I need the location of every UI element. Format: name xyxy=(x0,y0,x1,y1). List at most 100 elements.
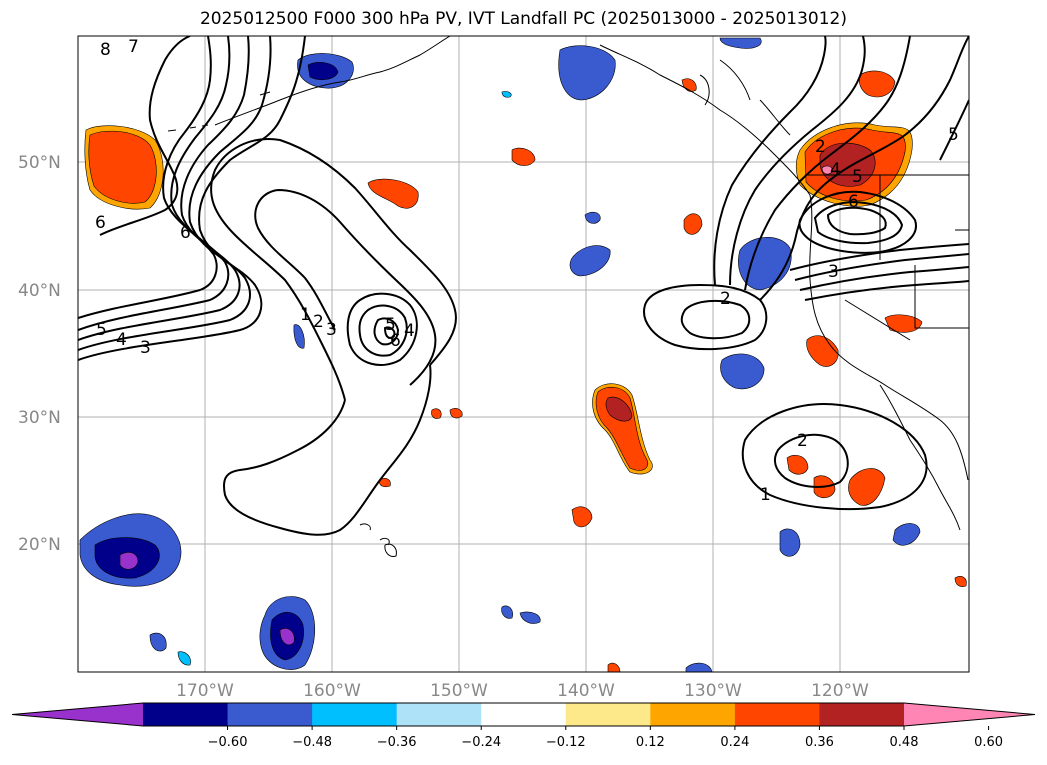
contour-south-east-inner xyxy=(773,433,849,488)
lat-label-30: 30°N xyxy=(18,408,61,428)
colorbar-tick-label: 0.60 xyxy=(974,735,1003,750)
contour-label-6a: 6 xyxy=(95,213,106,233)
neg-blob-small-8 xyxy=(501,91,512,98)
neg-blob-alaska xyxy=(558,45,616,101)
pos-blob-ns5 xyxy=(806,335,839,367)
contour-east-2-loop xyxy=(643,283,768,351)
plot-title: 2025012500 F000 300 hPa PV, IVT Landfall… xyxy=(199,9,847,29)
contour-north-ridge-4 xyxy=(78,36,231,331)
neg-blob-small-3 xyxy=(501,605,513,619)
coast-gulf-alaska xyxy=(599,44,811,196)
neg-blob-sub xyxy=(720,353,765,390)
lat-label-20: 20°N xyxy=(18,535,61,555)
contour-label-3: 3 xyxy=(140,338,151,358)
pos-blob-ns4 xyxy=(858,70,896,98)
pos-blob-ns2 xyxy=(511,147,536,166)
neg-blob-south xyxy=(779,528,801,557)
neg-blob-mid xyxy=(569,245,611,277)
colorbar-outline xyxy=(11,702,1036,727)
colorbar-swatch xyxy=(734,703,820,726)
contour-trough-core-4 xyxy=(383,326,396,339)
contour-label-6c: 6 xyxy=(390,331,401,351)
contour-north-ridge-outer xyxy=(78,36,306,361)
colorbar-tick-label: 0.48 xyxy=(890,735,919,750)
coast-baja xyxy=(879,384,961,531)
contour-north-ridge-5 xyxy=(78,36,218,319)
contour-label-5c: 5 xyxy=(852,167,863,187)
neg-blob-aleutian-core xyxy=(307,62,339,81)
contour-label-2a: 2 xyxy=(313,312,324,332)
pos-blob-ns7 xyxy=(786,455,809,475)
lon-label-160w: 160°W xyxy=(303,681,361,701)
contour-label-2d: 2 xyxy=(815,137,826,157)
state-border-3 xyxy=(844,299,911,341)
contour-trough-core-2 xyxy=(358,304,408,357)
coast-hawaii xyxy=(359,523,397,557)
pos-blob-pnw-pink xyxy=(821,165,833,175)
neg-blob-hawaii-center xyxy=(279,628,295,646)
colorbar-tick-label: −0.60 xyxy=(208,735,248,750)
neg-blob-small-6 xyxy=(293,324,305,349)
contour-east-upper-2 xyxy=(744,36,911,291)
lat-label-50: 50°N xyxy=(18,153,61,173)
colorbar-tick-label: 0.24 xyxy=(720,735,749,750)
contour-east-band-1 xyxy=(789,243,969,271)
neg-blob-alaska-2 xyxy=(719,37,762,49)
colorbar-swatch xyxy=(227,703,313,726)
contour-pnw-loop-1 xyxy=(798,190,917,254)
colorbar-swatch xyxy=(481,703,567,726)
contour-east-upper-4 xyxy=(713,36,827,286)
ivt-contours xyxy=(78,36,969,536)
contour-trough-outer xyxy=(210,138,457,401)
contour-north-ridge-2 xyxy=(78,36,272,351)
contour-south-east-outer xyxy=(741,403,928,511)
contour-label-5: 5 xyxy=(96,320,107,340)
pos-blob-nw-core xyxy=(88,130,157,204)
contour-north-ridge-6 xyxy=(99,36,191,236)
coast-alaska-peninsula xyxy=(214,36,451,126)
lon-label-130w: 130°W xyxy=(684,681,742,701)
contour-label-4: 4 xyxy=(116,330,127,350)
lon-label-170w: 170°W xyxy=(176,681,234,701)
contour-east-band-3 xyxy=(799,266,969,291)
pos-blob-ns3 xyxy=(683,213,703,235)
pos-blob-ns12 xyxy=(449,408,463,419)
pos-blob-ns15 xyxy=(607,662,621,672)
contour-label-1b: 1 xyxy=(760,485,771,505)
contour-east-band-4 xyxy=(804,280,969,301)
pos-blob-ns13 xyxy=(379,478,391,488)
contour-label-3b: 3 xyxy=(326,320,337,340)
longitude-labels: 170°W 160°W 150°W 140°W 130°W 120°W xyxy=(176,681,869,701)
neg-blob-small-5 xyxy=(685,662,713,672)
lon-label-120w: 120°W xyxy=(811,681,869,701)
contour-label-4c: 4 xyxy=(830,160,841,180)
pos-blob-ns9 xyxy=(848,468,886,506)
neg-blob-small-4 xyxy=(519,611,541,624)
lat-label-40: 40°N xyxy=(18,281,61,301)
colorbar-swatch xyxy=(143,703,229,726)
contour-trough-core-3 xyxy=(373,317,400,346)
contour-label-6b: 6 xyxy=(180,223,191,243)
contour-label-6d: 6 xyxy=(848,192,859,212)
contour-pnw-loop-2 xyxy=(813,201,904,245)
coast-canada xyxy=(699,59,791,136)
contour-trough-core-1 xyxy=(346,292,418,366)
colorbar-tick-label: −0.12 xyxy=(546,735,586,750)
pos-blob-ns11 xyxy=(431,408,442,419)
pos-blob-ns6 xyxy=(884,314,923,333)
contour-east-upper xyxy=(759,36,969,301)
contour-label-4b: 4 xyxy=(404,321,415,341)
neg-blob-small-7 xyxy=(177,651,191,666)
contour-label-5b: 5 xyxy=(385,315,396,335)
colorbar-swatch xyxy=(565,703,651,726)
colorbar-swatch xyxy=(819,703,905,726)
colorbar-tick-label: −0.24 xyxy=(461,735,501,750)
negative-pv-shading xyxy=(79,37,921,672)
neg-blob-sw-center xyxy=(119,552,139,570)
colorbar-swatch xyxy=(396,703,482,726)
contour-label-8: 8 xyxy=(100,40,111,60)
colorbar: −0.60 −0.48 −0.36 −0.24 −0.12 0.12 0.24 0.36 0.4… xyxy=(11,702,1036,750)
contour-label-7: 7 xyxy=(128,37,139,57)
contour-east-edge xyxy=(939,99,969,161)
